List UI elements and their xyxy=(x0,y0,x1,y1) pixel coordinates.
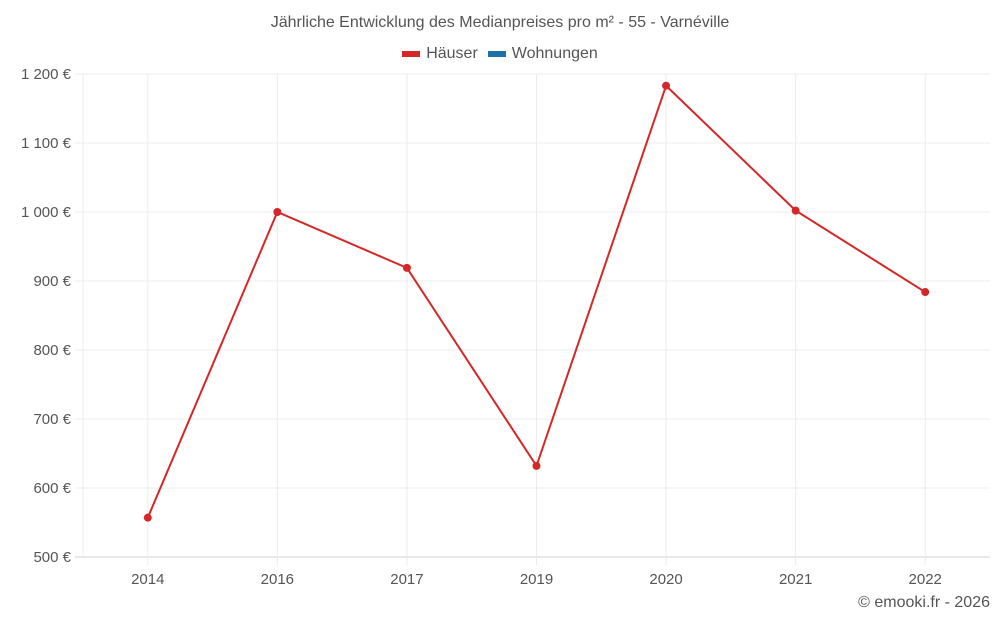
data-point[interactable] xyxy=(402,263,411,272)
data-point[interactable] xyxy=(791,206,800,215)
x-tick-label: 2022 xyxy=(909,571,942,588)
y-tick-label: 1 100 € xyxy=(21,135,72,152)
data-point[interactable] xyxy=(273,208,282,216)
legend-item-wohnungen[interactable]: Wohnungen xyxy=(487,45,598,63)
y-tick-label: 500 € xyxy=(33,549,71,566)
legend-item-haeuser[interactable]: Häuser xyxy=(402,45,478,63)
legend-label-wohnungen: Wohnungen xyxy=(511,45,598,62)
y-tick-label: 1 000 € xyxy=(21,204,72,221)
x-tick-label: 2014 xyxy=(131,571,164,588)
x-tick-label: 2019 xyxy=(520,571,553,588)
data-point[interactable] xyxy=(921,288,930,297)
legend-swatch-haeuser xyxy=(402,51,421,57)
data-point[interactable] xyxy=(143,513,152,522)
credit-text: © emooki.fr - 2026 xyxy=(858,594,990,611)
chart-title: Jährliche Entwicklung des Medianpreises … xyxy=(270,14,730,31)
y-tick-label: 800 € xyxy=(33,342,71,359)
legend-swatch-wohnungen xyxy=(487,51,506,57)
y-tick-label: 600 € xyxy=(33,480,71,497)
data-point[interactable] xyxy=(662,81,671,90)
x-tick-label: 2016 xyxy=(261,571,294,588)
legend-label-haeuser: Häuser xyxy=(426,45,478,62)
y-tick-label: 700 € xyxy=(33,411,71,428)
legend: Häuser Wohnungen xyxy=(0,45,1000,63)
x-tick-label: 2017 xyxy=(390,571,423,588)
y-tick-label: 1 200 € xyxy=(21,66,72,83)
y-tick-label: 900 € xyxy=(33,273,71,290)
x-tick-label: 2021 xyxy=(779,571,812,588)
data-point[interactable] xyxy=(532,461,541,470)
x-tick-label: 2020 xyxy=(649,571,682,588)
